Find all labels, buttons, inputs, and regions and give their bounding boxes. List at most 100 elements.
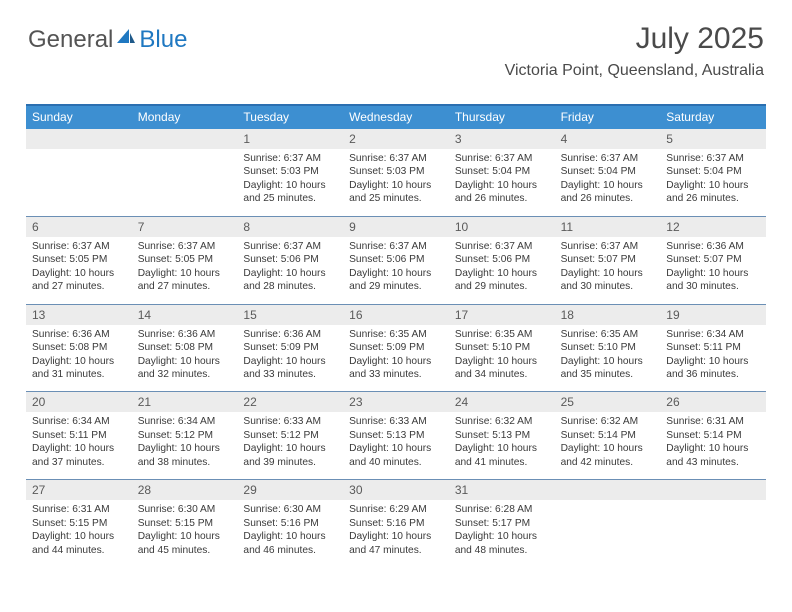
day-line: Daylight: 10 hours <box>32 355 126 368</box>
day-line: Daylight: 10 hours <box>243 355 337 368</box>
day-line: Sunrise: 6:37 AM <box>455 152 549 165</box>
day-content-cell: Sunrise: 6:30 AMSunset: 5:16 PMDaylight:… <box>237 500 343 567</box>
day-content-cell: Sunrise: 6:33 AMSunset: 5:12 PMDaylight:… <box>237 412 343 479</box>
day-number-cell: 15 <box>237 304 343 325</box>
day-number-cell: 6 <box>26 216 132 237</box>
day-number-cell: 5 <box>660 129 766 149</box>
day-content-cell: Sunrise: 6:33 AMSunset: 5:13 PMDaylight:… <box>343 412 449 479</box>
day-line: Daylight: 10 hours <box>349 267 443 280</box>
day-line: and 43 minutes. <box>666 456 760 469</box>
day-line: and 34 minutes. <box>455 368 549 381</box>
day-number-cell: 7 <box>132 216 238 237</box>
day-content-cell <box>26 149 132 216</box>
day-line: Daylight: 10 hours <box>349 355 443 368</box>
day-line: Sunrise: 6:36 AM <box>32 328 126 341</box>
day-number-cell: 3 <box>449 129 555 149</box>
day-line: Daylight: 10 hours <box>138 442 232 455</box>
day-line: Sunset: 5:04 PM <box>666 165 760 178</box>
day-line: Daylight: 10 hours <box>666 442 760 455</box>
day-line: and 31 minutes. <box>32 368 126 381</box>
header-block: July 2025 Victoria Point, Queensland, Au… <box>505 22 764 80</box>
logo-text-general: General <box>28 26 113 54</box>
day-number-cell <box>660 479 766 500</box>
day-number-cell: 11 <box>555 216 661 237</box>
day-content-cell <box>660 500 766 567</box>
day-line: Sunrise: 6:37 AM <box>349 152 443 165</box>
day-line: and 32 minutes. <box>138 368 232 381</box>
day-line: Sunrise: 6:33 AM <box>243 415 337 428</box>
day-number-cell: 12 <box>660 216 766 237</box>
day-content-cell <box>555 500 661 567</box>
day-line: Sunset: 5:08 PM <box>138 341 232 354</box>
week-content-row: Sunrise: 6:31 AMSunset: 5:15 PMDaylight:… <box>26 500 766 567</box>
day-line: Sunrise: 6:32 AM <box>561 415 655 428</box>
day-number-cell: 16 <box>343 304 449 325</box>
day-line: Daylight: 10 hours <box>243 267 337 280</box>
day-line: Sunrise: 6:37 AM <box>561 152 655 165</box>
day-line: Sunrise: 6:33 AM <box>349 415 443 428</box>
day-line: and 39 minutes. <box>243 456 337 469</box>
day-content-cell: Sunrise: 6:37 AMSunset: 5:06 PMDaylight:… <box>449 237 555 304</box>
day-number-cell: 10 <box>449 216 555 237</box>
day-number-cell: 28 <box>132 479 238 500</box>
day-line: Sunrise: 6:35 AM <box>561 328 655 341</box>
day-line: Sunrise: 6:37 AM <box>243 240 337 253</box>
day-number-cell: 19 <box>660 304 766 325</box>
day-content-cell: Sunrise: 6:31 AMSunset: 5:14 PMDaylight:… <box>660 412 766 479</box>
day-line: Daylight: 10 hours <box>561 442 655 455</box>
day-line: Sunrise: 6:32 AM <box>455 415 549 428</box>
day-line: Daylight: 10 hours <box>561 355 655 368</box>
day-line: Sunrise: 6:37 AM <box>666 152 760 165</box>
day-line: Sunset: 5:08 PM <box>32 341 126 354</box>
day-number-cell: 1 <box>237 129 343 149</box>
day-content-cell: Sunrise: 6:34 AMSunset: 5:11 PMDaylight:… <box>26 412 132 479</box>
day-line: Sunrise: 6:36 AM <box>243 328 337 341</box>
day-line: Sunset: 5:07 PM <box>561 253 655 266</box>
day-content-cell: Sunrise: 6:30 AMSunset: 5:15 PMDaylight:… <box>132 500 238 567</box>
day-line: and 35 minutes. <box>561 368 655 381</box>
day-content-cell: Sunrise: 6:37 AMSunset: 5:04 PMDaylight:… <box>660 149 766 216</box>
day-line: Daylight: 10 hours <box>455 530 549 543</box>
day-line: Daylight: 10 hours <box>243 530 337 543</box>
day-header-friday: Friday <box>555 106 661 129</box>
day-number-cell: 26 <box>660 391 766 412</box>
day-line: Sunset: 5:16 PM <box>243 517 337 530</box>
week-daynum-row: 12345 <box>26 129 766 149</box>
day-line: Sunrise: 6:36 AM <box>138 328 232 341</box>
week-content-row: Sunrise: 6:34 AMSunset: 5:11 PMDaylight:… <box>26 412 766 479</box>
day-line: and 27 minutes. <box>32 280 126 293</box>
day-content-cell: Sunrise: 6:37 AMSunset: 5:05 PMDaylight:… <box>26 237 132 304</box>
day-line: Sunrise: 6:37 AM <box>243 152 337 165</box>
day-line: and 30 minutes. <box>561 280 655 293</box>
day-content-cell: Sunrise: 6:37 AMSunset: 5:07 PMDaylight:… <box>555 237 661 304</box>
logo-text-blue: Blue <box>139 26 187 54</box>
day-line: and 42 minutes. <box>561 456 655 469</box>
weeks-container: 12345Sunrise: 6:37 AMSunset: 5:03 PMDayl… <box>26 129 766 567</box>
day-line: Daylight: 10 hours <box>666 179 760 192</box>
day-line: and 27 minutes. <box>138 280 232 293</box>
day-line: Sunset: 5:13 PM <box>455 429 549 442</box>
day-content-cell: Sunrise: 6:35 AMSunset: 5:09 PMDaylight:… <box>343 325 449 392</box>
day-line: and 44 minutes. <box>32 544 126 557</box>
day-line: Sunrise: 6:29 AM <box>349 503 443 516</box>
day-line: Sunrise: 6:34 AM <box>32 415 126 428</box>
day-line: and 36 minutes. <box>666 368 760 381</box>
day-line: and 38 minutes. <box>138 456 232 469</box>
day-line: Sunrise: 6:34 AM <box>138 415 232 428</box>
day-header-sunday: Sunday <box>26 106 132 129</box>
day-number-cell: 23 <box>343 391 449 412</box>
week-content-row: Sunrise: 6:36 AMSunset: 5:08 PMDaylight:… <box>26 325 766 392</box>
day-header-saturday: Saturday <box>660 106 766 129</box>
day-line: Sunrise: 6:30 AM <box>243 503 337 516</box>
day-content-cell: Sunrise: 6:29 AMSunset: 5:16 PMDaylight:… <box>343 500 449 567</box>
day-line: Sunset: 5:11 PM <box>32 429 126 442</box>
day-line: Daylight: 10 hours <box>32 442 126 455</box>
day-content-cell: Sunrise: 6:37 AMSunset: 5:03 PMDaylight:… <box>237 149 343 216</box>
day-line: and 26 minutes. <box>455 192 549 205</box>
day-line: Sunset: 5:14 PM <box>666 429 760 442</box>
day-line: Sunset: 5:09 PM <box>243 341 337 354</box>
day-number-cell: 8 <box>237 216 343 237</box>
day-line: and 46 minutes. <box>243 544 337 557</box>
day-content-cell: Sunrise: 6:31 AMSunset: 5:15 PMDaylight:… <box>26 500 132 567</box>
day-line: and 47 minutes. <box>349 544 443 557</box>
